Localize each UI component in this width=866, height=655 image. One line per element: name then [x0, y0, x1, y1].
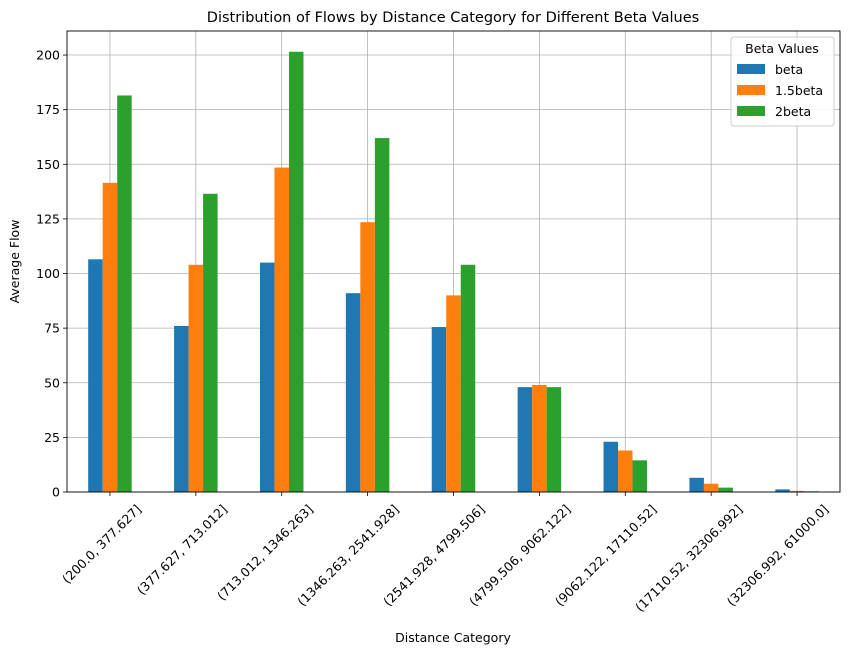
legend-swatch-1.5beta [737, 85, 765, 95]
legend-box [730, 36, 835, 127]
bar-beta [517, 387, 533, 492]
bar-beta [431, 327, 447, 492]
bar-1.5beta [360, 222, 375, 493]
y-tick-label: 150 [36, 157, 60, 172]
legend-swatch-beta [737, 64, 765, 74]
bar-1.5beta [188, 264, 204, 492]
bar-beta [603, 441, 619, 492]
y-tick-label: 75 [44, 321, 60, 336]
bar-1.5beta [532, 384, 547, 492]
bar-beta [174, 325, 189, 492]
legend-title: Beta Values [745, 41, 819, 56]
y-tick-label: 100 [36, 266, 60, 281]
x-axis-label: Distance Category [395, 630, 511, 645]
bar-2beta [460, 264, 476, 492]
bar-beta [345, 293, 361, 492]
y-tick-label: 0 [52, 485, 60, 500]
bar-2beta [632, 460, 648, 492]
y-tick-label: 25 [44, 430, 60, 445]
legend: Beta Values beta 1.5beta 2beta [730, 36, 835, 127]
bar-2beta [718, 487, 733, 492]
bar-beta [689, 477, 704, 492]
bar-1.5beta [703, 483, 719, 492]
bar-beta [88, 259, 103, 492]
bars [88, 51, 819, 493]
legend-label-1.5beta: 1.5beta [775, 83, 823, 98]
bar-2beta [117, 95, 132, 492]
bar-1.5beta [274, 167, 289, 493]
bar-1.5beta [789, 490, 805, 492]
y-axis-label: Average Flow [7, 220, 22, 304]
y-tick-label: 175 [36, 102, 60, 117]
bar-1.5beta [446, 295, 461, 492]
bar-beta [775, 489, 790, 492]
bar-1.5beta [618, 450, 633, 492]
y-axis: 0 25 50 75 100 125 150 175 200 [36, 48, 67, 500]
bar-1.5beta [102, 182, 118, 492]
legend-swatch-2beta [737, 106, 765, 116]
y-tick-label: 200 [36, 48, 60, 63]
y-tick-label: 50 [44, 375, 60, 390]
bar-2beta [374, 138, 390, 492]
bar-beta [259, 262, 275, 492]
legend-label-2beta: 2beta [775, 104, 811, 119]
bar-2beta [203, 193, 218, 492]
chart-title: Distribution of Flows by Distance Catego… [207, 10, 699, 26]
y-tick-label: 125 [36, 211, 60, 226]
bar-2beta [546, 387, 562, 492]
bar-2beta [288, 51, 304, 493]
legend-label-beta: beta [775, 62, 803, 77]
